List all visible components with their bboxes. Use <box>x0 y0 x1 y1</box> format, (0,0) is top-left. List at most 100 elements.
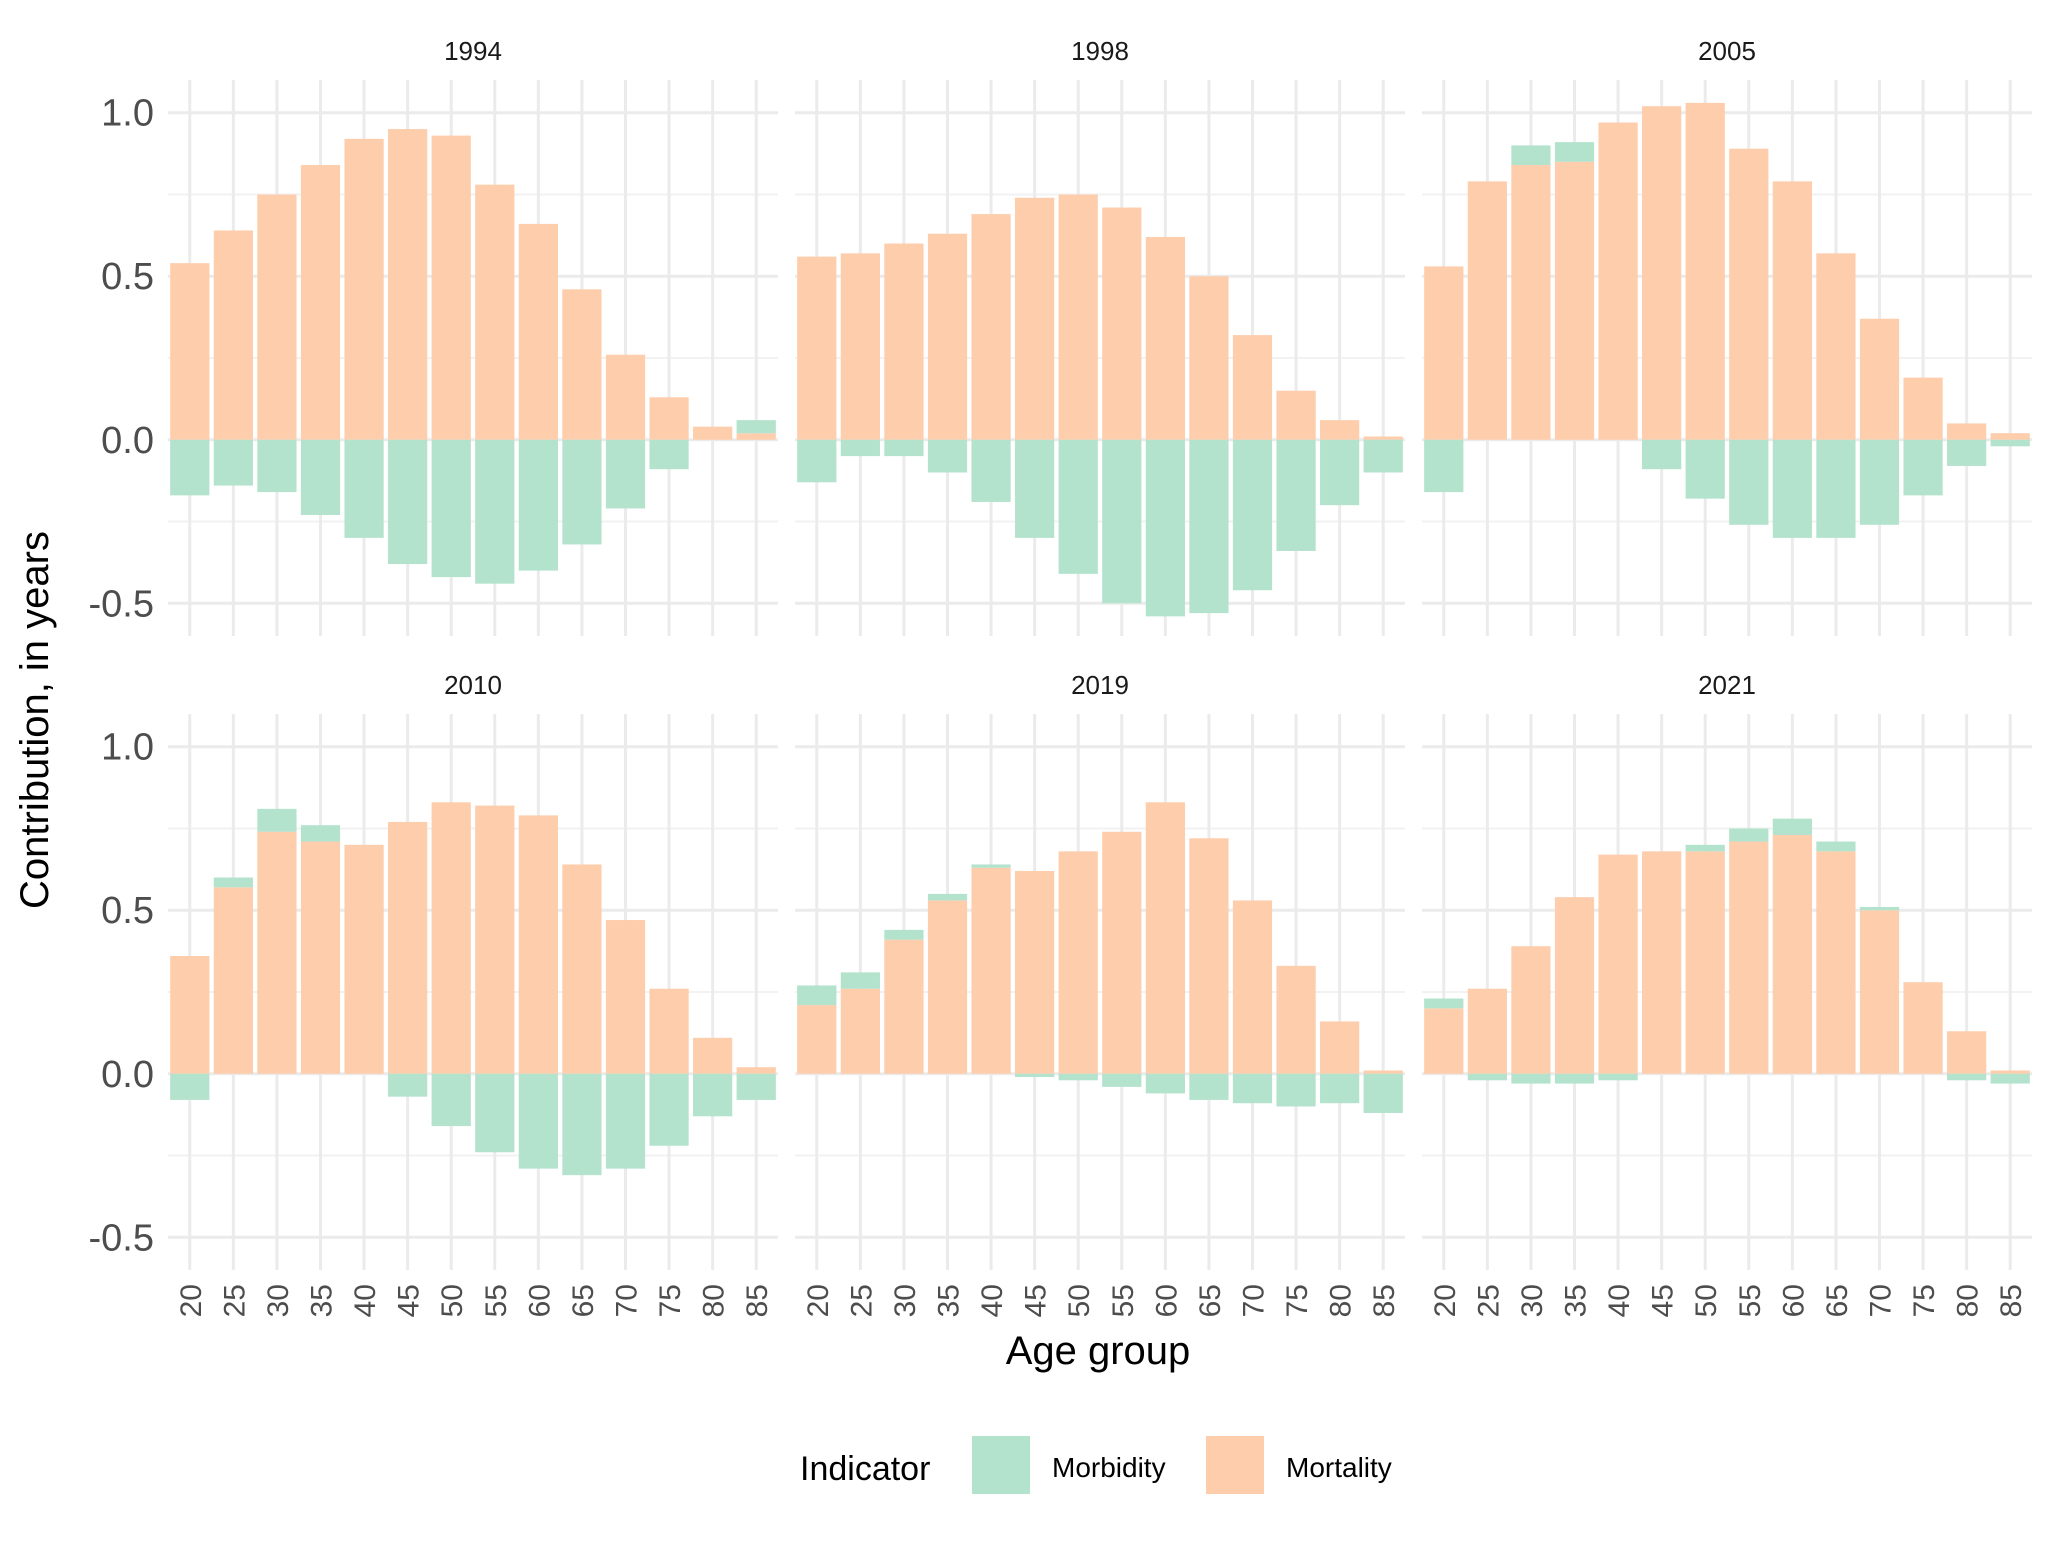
bar-mortality-25 <box>1467 181 1507 440</box>
bar-mortality-60 <box>518 815 558 1074</box>
panel-title: 2010 <box>444 670 502 700</box>
bar-morbidity-55 <box>1729 439 1769 525</box>
bar-morbidity-80 <box>693 1073 733 1117</box>
bar-mortality-45 <box>1015 870 1055 1074</box>
panel-title: 1998 <box>1071 36 1129 66</box>
bar-morbidity-20 <box>797 439 837 483</box>
bar-morbidity-85 <box>1990 439 2030 447</box>
x-tick-label: 30 <box>889 1284 922 1317</box>
bar-mortality-30 <box>884 939 924 1074</box>
bar-mortality-60 <box>1145 236 1185 440</box>
bar-morbidity-65 <box>1816 439 1856 538</box>
bar-morbidity-85 <box>736 420 776 434</box>
x-tick-label: 40 <box>976 1284 1009 1317</box>
bar-morbidity-30 <box>1511 1073 1551 1084</box>
bar-morbidity-60 <box>1145 439 1185 617</box>
bar-mortality-20 <box>170 263 210 440</box>
legend: Indicator Morbidity Mortality <box>800 1436 1392 1494</box>
bar-morbidity-65 <box>1816 841 1856 852</box>
bar-mortality-40 <box>1598 122 1638 440</box>
x-tick-label: 50 <box>1063 1284 1096 1317</box>
bar-morbidity-30 <box>884 439 924 457</box>
bar-mortality-45 <box>1642 851 1682 1074</box>
bar-mortality-60 <box>1145 802 1185 1074</box>
bar-mortality-30 <box>1511 946 1551 1074</box>
bar-mortality-70 <box>605 920 646 1074</box>
panel-2010: 2010 1.0 0.5 0.0 -0.5 20 25 30 35 40 45 50 55 60 65 70 7… <box>89 670 778 1317</box>
bar-morbidity-25 <box>840 972 880 989</box>
x-tick-label: 65 <box>1821 1284 1854 1317</box>
legend-label-mortality: Mortality <box>1286 1452 1392 1483</box>
bar-mortality-50 <box>1058 194 1098 440</box>
bar-morbidity-35 <box>1554 1073 1595 1084</box>
y-tick-label: 0.5 <box>101 256 154 298</box>
x-tick-label: 40 <box>349 1284 382 1317</box>
x-tick-label: 50 <box>1690 1284 1723 1317</box>
x-tick-label: 20 <box>802 1284 835 1317</box>
bar-mortality-85 <box>736 1067 776 1074</box>
bar-mortality-80 <box>1947 1031 1987 1074</box>
bar-mortality-25 <box>840 988 880 1074</box>
legend-label-morbidity: Morbidity <box>1052 1452 1166 1483</box>
bar-morbidity-80 <box>1320 439 1360 506</box>
bar-morbidity-25 <box>213 439 253 486</box>
x-tick-label: 75 <box>1908 1284 1941 1317</box>
bar-mortality-45 <box>388 129 428 440</box>
bar-mortality-45 <box>1642 106 1682 440</box>
bar-morbidity-60 <box>1772 439 1812 538</box>
x-tick-label: 40 <box>1603 1284 1636 1317</box>
bar-morbidity-70 <box>605 439 646 509</box>
y-tick-label: -0.5 <box>89 1217 154 1259</box>
bar-morbidity-75 <box>649 1073 689 1146</box>
legend-title: Indicator <box>800 1450 930 1488</box>
bar-morbidity-40 <box>971 439 1011 502</box>
bar-mortality-65 <box>1816 253 1856 440</box>
bar-morbidity-60 <box>1772 818 1812 836</box>
panel-2019: 2019 20 25 30 35 40 45 50 55 60 65 70 75 80 85 <box>795 670 1405 1317</box>
legend-swatch-morbidity <box>972 1436 1030 1494</box>
bar-mortality-55 <box>475 805 515 1074</box>
bar-mortality-55 <box>1102 831 1142 1074</box>
x-tick-label: 65 <box>567 1284 600 1317</box>
y-tick-label: 0.5 <box>101 890 154 932</box>
x-tick-label: 70 <box>1865 1284 1898 1317</box>
x-tick-label: 75 <box>654 1284 687 1317</box>
bar-morbidity-55 <box>475 439 515 584</box>
bar-mortality-20 <box>170 956 210 1074</box>
bar-mortality-50 <box>431 802 471 1074</box>
bar-mortality-60 <box>518 223 558 440</box>
bar-mortality-30 <box>1511 165 1551 440</box>
bar-morbidity-25 <box>213 877 253 888</box>
bar-morbidity-35 <box>927 439 968 473</box>
bar-mortality-35 <box>927 900 968 1074</box>
y-tick-label: 0.0 <box>101 420 154 462</box>
bar-mortality-30 <box>257 831 297 1074</box>
panel-title: 2005 <box>1698 36 1756 66</box>
bar-mortality-70 <box>1232 900 1273 1074</box>
bar-morbidity-55 <box>475 1073 515 1153</box>
bar-morbidity-30 <box>257 808 297 832</box>
bar-mortality-65 <box>562 289 602 440</box>
x-tick-label: 85 <box>741 1284 774 1317</box>
bar-mortality-20 <box>1424 1008 1464 1074</box>
x-tick-label: 60 <box>523 1284 556 1317</box>
bar-mortality-75 <box>1903 982 1943 1074</box>
bar-morbidity-50 <box>431 1073 471 1127</box>
x-tick-label: 45 <box>1647 1284 1680 1317</box>
bar-morbidity-70 <box>1859 906 1900 911</box>
bar-mortality-30 <box>257 194 297 440</box>
bar-mortality-65 <box>1816 851 1856 1074</box>
x-tick-label: 45 <box>393 1284 426 1317</box>
bar-morbidity-20 <box>170 439 210 496</box>
bar-morbidity-60 <box>1145 1073 1185 1094</box>
bar-morbidity-50 <box>1058 1073 1098 1081</box>
bar-morbidity-70 <box>1232 1073 1273 1104</box>
bar-mortality-75 <box>1903 377 1943 440</box>
bar-morbidity-75 <box>1276 1073 1316 1107</box>
bar-mortality-75 <box>1276 965 1316 1074</box>
bar-morbidity-65 <box>562 1073 602 1176</box>
bar-morbidity-30 <box>257 439 297 493</box>
x-tick-label: 70 <box>1238 1284 1271 1317</box>
x-tick-label: 25 <box>1472 1284 1505 1317</box>
